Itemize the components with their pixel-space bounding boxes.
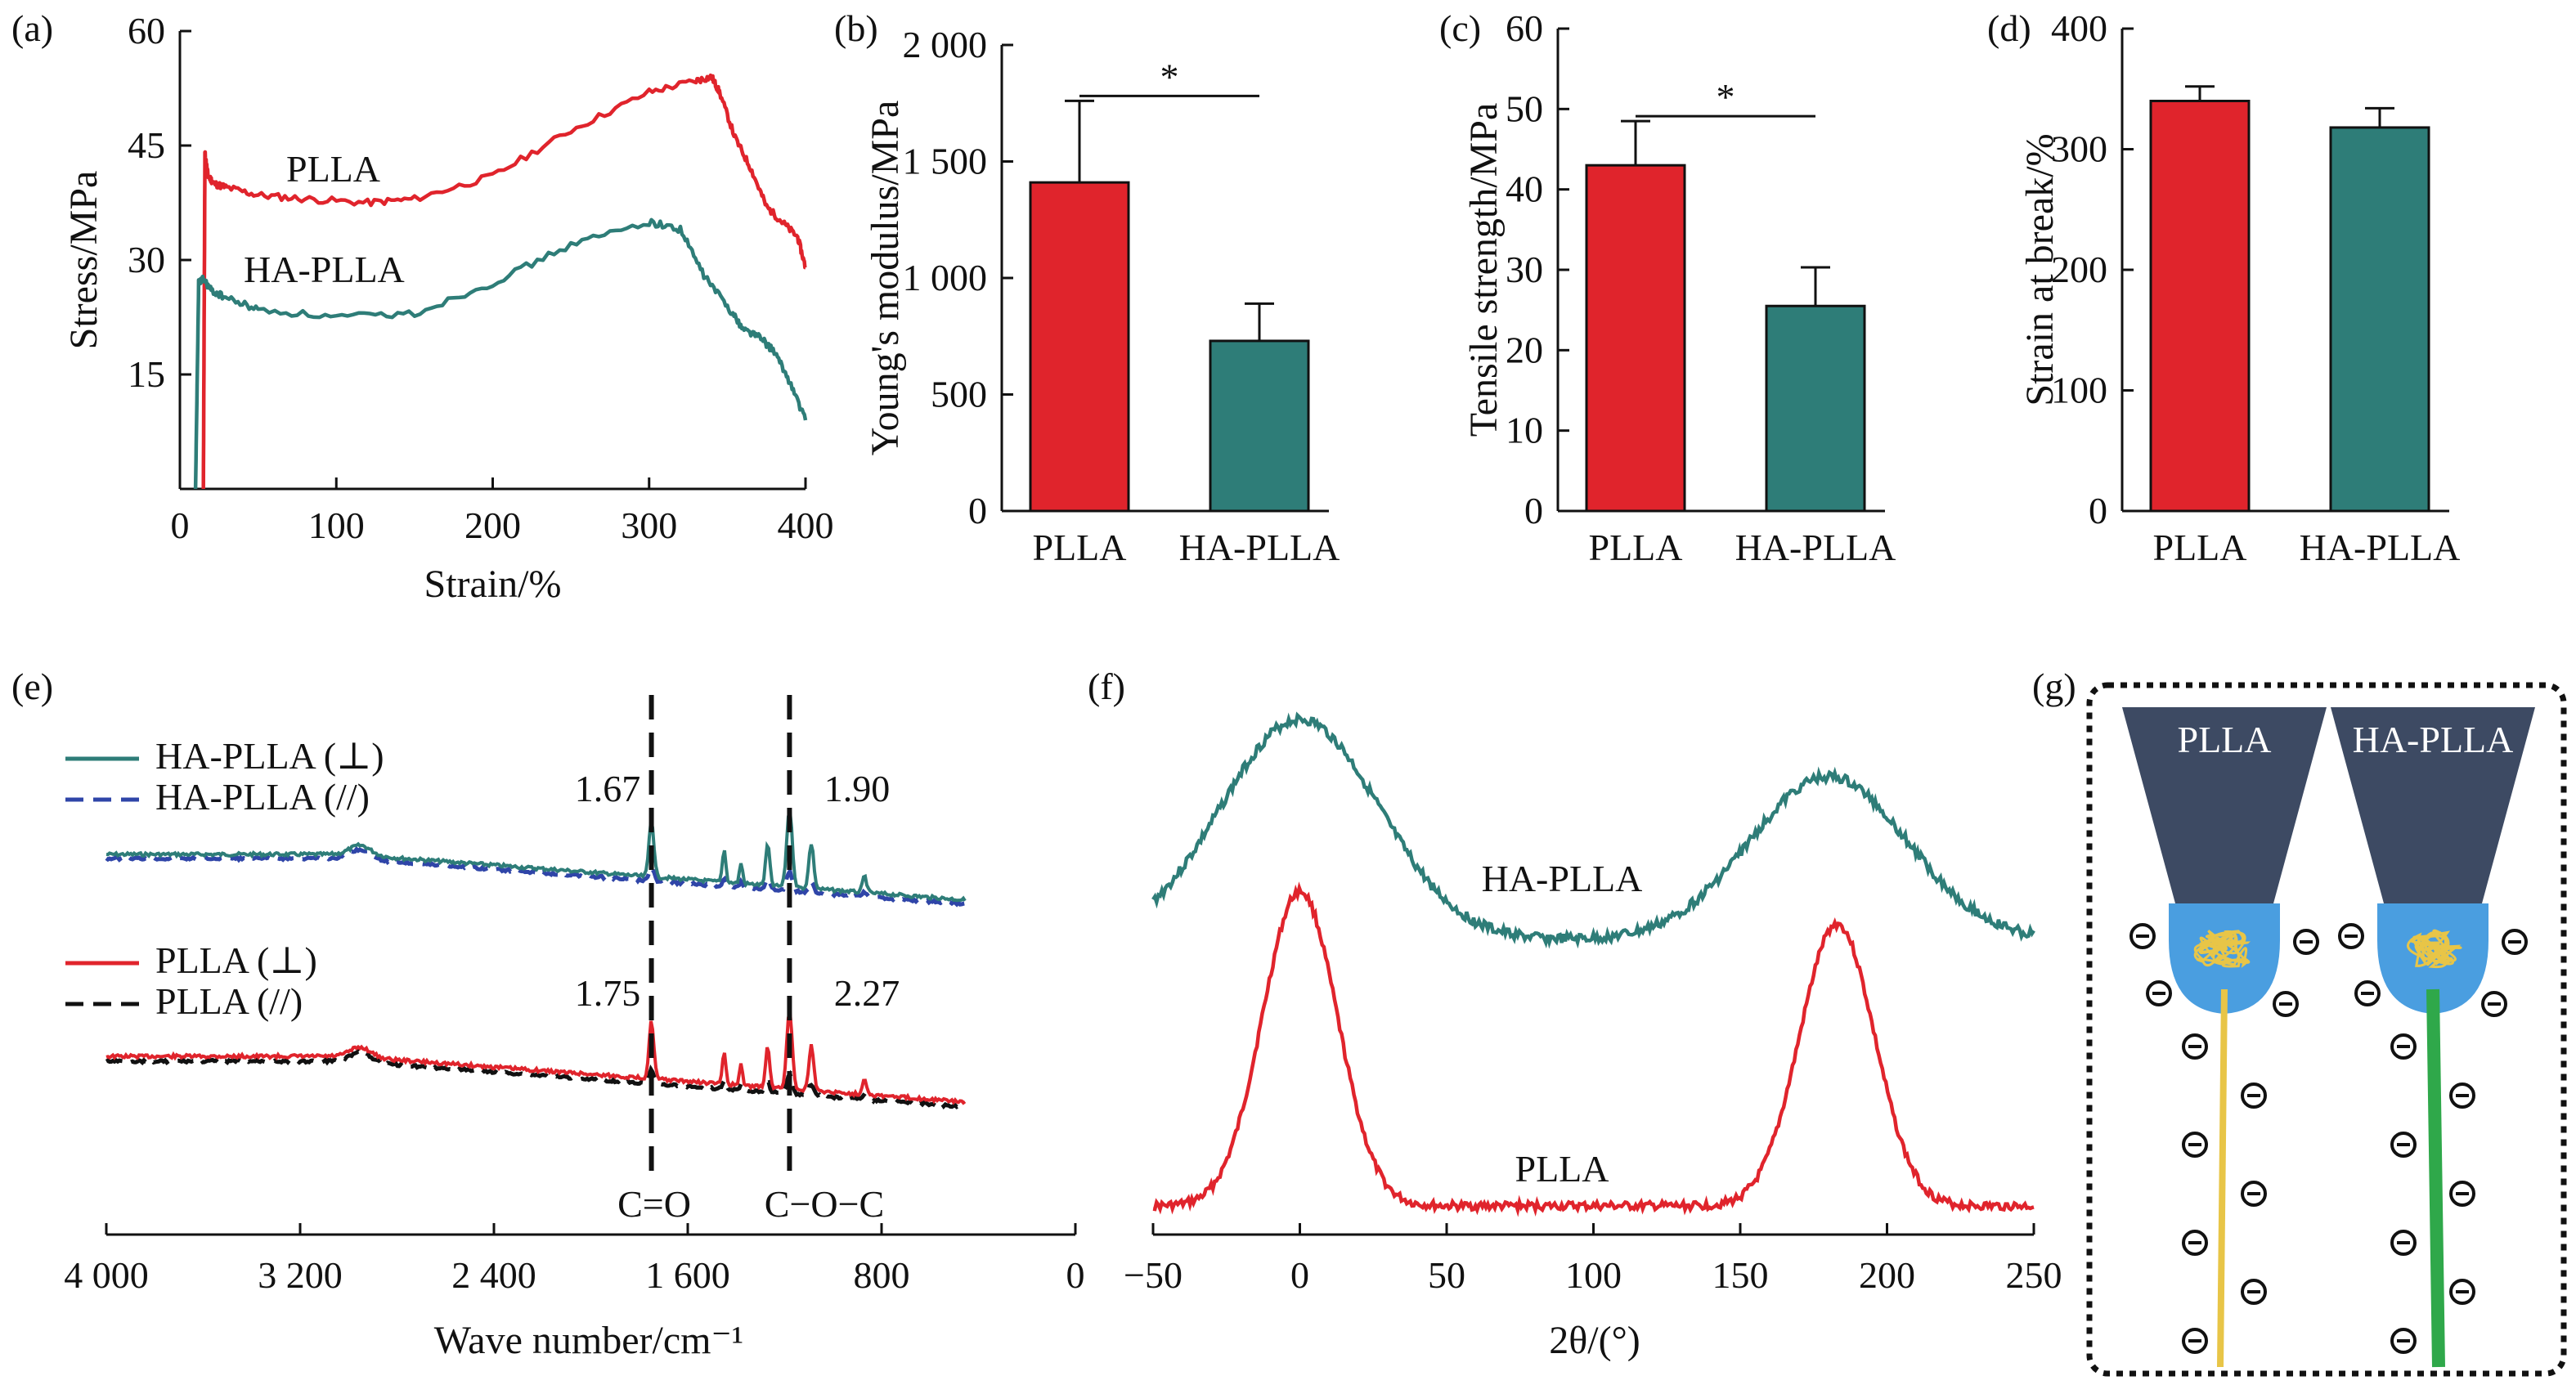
bar-d-ha-plla <box>2329 126 2430 513</box>
bar-c-ha-plla <box>1765 304 1866 513</box>
panel-label-c: (c) <box>1439 7 1481 49</box>
y-axis-title-b: Young's modulus/MPa <box>864 101 907 456</box>
band-label-coc: C−O−C <box>765 1183 884 1225</box>
y-tick-label-c: 50 <box>1506 87 1543 129</box>
y-tick-label-a: 60 <box>128 10 165 52</box>
line-plla-f <box>1152 881 2035 1217</box>
legend-label-e: HA-PLLA (//) <box>155 776 370 818</box>
line-plla-perp <box>105 1011 967 1105</box>
y-tick-label-d: 400 <box>2051 7 2107 49</box>
ratio-label-plla-coc: 2.27 <box>834 972 900 1014</box>
significance-mark-b: * <box>1160 56 1179 97</box>
x-tick-label-a: 400 <box>778 504 834 546</box>
x-tick-label-e: 800 <box>854 1254 910 1296</box>
line-ha-plla-parallel <box>105 845 966 908</box>
x-tick-label-f: 0 <box>1290 1254 1309 1296</box>
series-label-ha-plla: HA-PLLA <box>244 249 405 290</box>
y-axis-title-a: Stress/MPa <box>62 171 105 350</box>
y-axis-title-d: Strain at break/% <box>2018 133 2062 406</box>
x-tick-label-f: 50 <box>1428 1254 1465 1296</box>
panel-label-g: (g) <box>2032 666 2076 707</box>
line-ha-plla-perp <box>105 810 967 903</box>
x-tick-label-b: PLLA <box>1033 527 1127 568</box>
y-tick-label-b: 1 500 <box>903 141 988 182</box>
x-tick-label-f: 200 <box>1859 1254 1915 1296</box>
y-tick-label-c: 40 <box>1506 168 1543 210</box>
y-tick-label-d: 200 <box>2051 249 2107 290</box>
significance-mark-c: * <box>1717 76 1735 118</box>
y-tick-label-b: 0 <box>968 490 987 531</box>
panel-label-d: (d) <box>1987 7 2031 49</box>
schematic-frame <box>2086 682 2567 1377</box>
x-tick-label-d: PLLA <box>2153 527 2247 568</box>
fiber-jet <box>2217 988 2228 1368</box>
x-tick-label-c: PLLA <box>1589 527 1683 568</box>
ratio-label-plla-co: 1.75 <box>575 972 641 1014</box>
ratio-label-ha-plla-co: 1.67 <box>575 768 641 809</box>
ratio-label-ha-plla-coc: 1.90 <box>824 768 891 809</box>
line-plla-parallel <box>105 1048 966 1109</box>
y-tick-label-d: 300 <box>2051 128 2107 170</box>
x-tick-label-f: 150 <box>1712 1254 1769 1296</box>
series-label-plla: PLLA <box>286 148 380 190</box>
nozzle <box>2331 707 2535 903</box>
y-tick-label-b: 2 000 <box>903 24 988 65</box>
nozzle-label: PLLA <box>2178 719 2272 760</box>
bar-c-plla <box>1585 164 1686 513</box>
x-tick-label-a: 300 <box>621 504 677 546</box>
x-tick-label-e: 2 400 <box>451 1254 536 1296</box>
y-tick-label-c: 30 <box>1506 249 1543 290</box>
y-tick-label-d: 100 <box>2051 370 2107 411</box>
x-tick-label-f: −50 <box>1124 1254 1183 1296</box>
x-tick-label-e: 0 <box>1066 1254 1085 1296</box>
x-tick-label-e: 4 000 <box>64 1254 149 1296</box>
x-tick-label-c: HA-PLLA <box>1735 527 1896 568</box>
y-tick-label-a: 15 <box>128 353 165 395</box>
x-tick-label-d: HA-PLLA <box>2300 527 2461 568</box>
y-tick-label-c: 0 <box>1524 490 1543 531</box>
panel-label-f: (f) <box>1088 666 1125 707</box>
y-tick-label-a: 45 <box>128 124 165 166</box>
bar-b-ha-plla <box>1209 339 1310 513</box>
polymer-coil <box>2407 929 2462 969</box>
x-tick-label-b: HA-PLLA <box>1179 527 1340 568</box>
x-tick-label-e: 1 600 <box>645 1254 730 1296</box>
x-axis-title-e: Wave number/cm⁻¹ <box>434 1319 743 1362</box>
y-tick-label-c: 20 <box>1506 329 1543 370</box>
y-tick-label-c: 10 <box>1506 410 1543 451</box>
x-tick-label-f: 250 <box>2006 1254 2062 1296</box>
x-tick-label-f: 100 <box>1565 1254 1622 1296</box>
y-tick-label-b: 1 000 <box>903 257 988 298</box>
nozzle <box>2122 707 2327 903</box>
y-axis-title-c: Tensile strength/MPa <box>1462 103 1506 437</box>
x-tick-label-a: 100 <box>308 504 365 546</box>
legend-label-e: PLLA (⊥) <box>155 939 317 981</box>
y-tick-label-c: 60 <box>1506 7 1543 49</box>
panel-label-b: (b) <box>834 7 878 49</box>
bar-b-plla <box>1029 181 1130 513</box>
bar-d-plla <box>2149 100 2251 513</box>
series-label-ha-plla-f: HA-PLLA <box>1482 858 1643 899</box>
legend-label-e: HA-PLLA (⊥) <box>155 735 384 777</box>
x-tick-label-e: 3 200 <box>258 1254 343 1296</box>
line-ha-plla <box>193 217 808 490</box>
band-label-co: C=O <box>617 1183 691 1225</box>
x-axis-title-a: Strain/% <box>424 563 562 606</box>
x-tick-label-a: 0 <box>171 504 190 546</box>
nozzle-label: HA-PLLA <box>2353 719 2514 760</box>
x-tick-label-a: 200 <box>464 504 521 546</box>
line-ha-plla-f <box>1151 711 2035 949</box>
y-tick-label-a: 30 <box>128 239 165 280</box>
legend-label-e: PLLA (//) <box>155 980 303 1022</box>
series-label-plla-f: PLLA <box>1515 1148 1609 1190</box>
x-axis-title-f: 2θ/(°) <box>1549 1319 1640 1362</box>
fiber-jet <box>2426 988 2445 1368</box>
y-tick-label-b: 500 <box>931 374 987 415</box>
line-plla <box>201 73 807 490</box>
panel-label-e: (e) <box>11 666 53 707</box>
y-tick-label-d: 0 <box>2089 490 2107 531</box>
panel-label-a: (a) <box>11 7 53 49</box>
polymer-coil <box>2193 930 2251 968</box>
